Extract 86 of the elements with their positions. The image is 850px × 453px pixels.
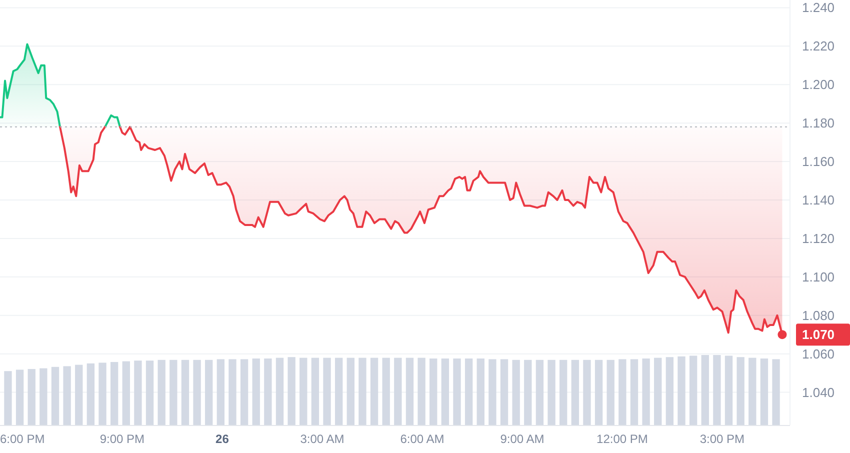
bar bbox=[666, 357, 674, 425]
y-tick-label: 1.200 bbox=[802, 77, 835, 92]
bar bbox=[276, 358, 284, 425]
bar bbox=[16, 370, 24, 425]
bar bbox=[618, 359, 626, 425]
bar bbox=[571, 360, 579, 425]
bar bbox=[122, 361, 130, 425]
bar bbox=[630, 359, 638, 425]
y-tick-label: 1.220 bbox=[802, 38, 835, 54]
bar bbox=[264, 358, 272, 425]
bar bbox=[228, 359, 236, 425]
bar bbox=[453, 358, 461, 425]
bar bbox=[736, 357, 744, 425]
bar bbox=[158, 360, 166, 425]
bar bbox=[760, 358, 768, 425]
bar bbox=[583, 360, 591, 425]
bar bbox=[406, 358, 414, 425]
annotation: 1.070 bbox=[802, 327, 835, 342]
y-tick-label: 1.100 bbox=[802, 269, 835, 284]
bar bbox=[334, 358, 343, 425]
bar bbox=[346, 358, 354, 425]
bar bbox=[464, 358, 473, 425]
bar bbox=[642, 358, 650, 425]
y-tick-label: 1.120 bbox=[802, 231, 835, 246]
bar bbox=[689, 356, 698, 425]
bar bbox=[110, 362, 118, 425]
bar bbox=[418, 358, 426, 425]
bar bbox=[86, 363, 95, 425]
bar bbox=[382, 358, 390, 425]
bar bbox=[488, 359, 496, 425]
bar bbox=[500, 359, 508, 425]
bar bbox=[181, 360, 190, 425]
bar bbox=[594, 360, 603, 425]
bar bbox=[606, 360, 614, 425]
x-tick-label: 3:00 AM bbox=[300, 432, 344, 446]
bar bbox=[193, 360, 201, 425]
bar bbox=[300, 358, 308, 425]
bar bbox=[252, 358, 260, 425]
bar bbox=[370, 358, 378, 425]
bar bbox=[748, 358, 756, 425]
x-tick-label: 9:00 PM bbox=[100, 432, 145, 446]
bar bbox=[28, 369, 36, 425]
bar bbox=[4, 371, 12, 425]
bar bbox=[75, 364, 83, 425]
bar bbox=[358, 358, 366, 425]
bar bbox=[216, 359, 225, 425]
bar bbox=[476, 358, 484, 425]
bar bbox=[170, 360, 178, 425]
bar bbox=[51, 366, 60, 425]
bar bbox=[678, 356, 686, 425]
x-tick-label: 6:00 PM bbox=[0, 432, 45, 446]
bar bbox=[559, 360, 568, 425]
bar bbox=[548, 360, 556, 425]
bar bbox=[146, 360, 154, 425]
bar bbox=[701, 355, 709, 425]
y-tick-label: 1.080 bbox=[802, 308, 835, 323]
bar bbox=[240, 359, 248, 425]
bar bbox=[654, 358, 662, 425]
y-tick-label: 1.180 bbox=[802, 116, 835, 131]
bar bbox=[441, 358, 450, 425]
bar bbox=[430, 358, 438, 425]
bar bbox=[512, 360, 520, 425]
bar bbox=[311, 358, 320, 425]
bar bbox=[205, 360, 213, 425]
bar bbox=[772, 359, 780, 425]
x-tick-label: 3:00 PM bbox=[700, 432, 745, 446]
bar bbox=[134, 360, 142, 425]
x-tick-label: 26 bbox=[216, 432, 230, 446]
bar bbox=[536, 360, 544, 425]
bar bbox=[713, 355, 721, 425]
bar bbox=[394, 358, 402, 425]
bar bbox=[524, 360, 532, 425]
y-tick-label: 1.240 bbox=[802, 0, 835, 16]
bar bbox=[288, 357, 296, 425]
bar bbox=[98, 362, 106, 425]
bar bbox=[323, 358, 331, 425]
y-tick-label: 1.160 bbox=[802, 154, 835, 170]
y-tick-label: 1.060 bbox=[802, 346, 835, 362]
bar bbox=[40, 368, 48, 425]
bar bbox=[63, 366, 71, 425]
x-tick-label: 9:00 AM bbox=[500, 432, 544, 446]
y-tick-label: 1.140 bbox=[802, 192, 835, 208]
x-tick-label: 12:00 PM bbox=[596, 432, 648, 446]
bar bbox=[724, 356, 733, 425]
x-tick-label: 6:00 AM bbox=[400, 432, 444, 446]
y-tick-label: 1.040 bbox=[802, 384, 835, 400]
